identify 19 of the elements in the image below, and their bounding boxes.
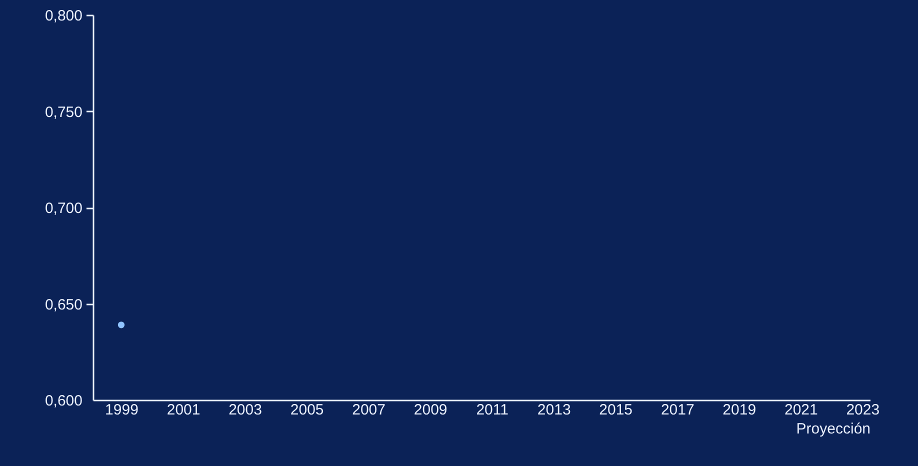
y-tick-label: 0,650 (44, 296, 82, 314)
x-tick-label: 2019 (722, 402, 756, 418)
x-tick-label: 2017 (660, 402, 694, 418)
x-tick-label: 2023 (846, 402, 880, 418)
x-tick-label: 2013 (537, 402, 571, 418)
x-tick-label: 2003 (228, 402, 262, 418)
x-tick-label: 2015 (599, 402, 633, 418)
x-tick-label: 2005 (290, 402, 324, 418)
x-tick-label: 2021 (784, 402, 818, 418)
x-tick-label: 2001 (166, 402, 200, 418)
x-axis-title: Proyección (796, 420, 870, 438)
x-tick-label: 1999 (105, 402, 138, 418)
x-tick-label: 2009 (414, 402, 448, 418)
x-tick-label: 2007 (352, 402, 386, 418)
y-tick-label: 0,700 (44, 200, 82, 217)
x-tick-label: 2011 (476, 402, 508, 418)
y-tick-label: 0,600 (44, 392, 82, 410)
y-tick-label: 0,750 (44, 104, 82, 121)
y-tick-label: 0,800 (44, 8, 82, 24)
